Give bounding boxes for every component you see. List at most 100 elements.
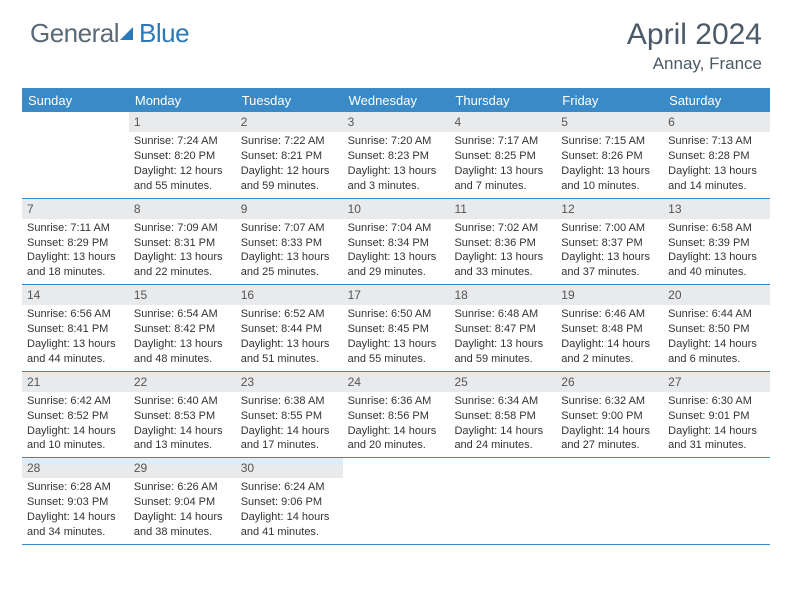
sunrise-line: Sunrise: 7:00 AM [561,221,658,236]
day-number: 17 [343,285,450,305]
day-cell: 26Sunrise: 6:32 AMSunset: 9:00 PMDayligh… [556,372,663,458]
sunset-line: Sunset: 8:48 PM [561,322,658,337]
day-body: Sunrise: 7:24 AMSunset: 8:20 PMDaylight:… [129,132,236,197]
day-cell: 17Sunrise: 6:50 AMSunset: 8:45 PMDayligh… [343,285,450,371]
day-cell: 15Sunrise: 6:54 AMSunset: 8:42 PMDayligh… [129,285,236,371]
sunrise-line: Sunrise: 6:24 AM [241,480,338,495]
day-body: Sunrise: 6:44 AMSunset: 8:50 PMDaylight:… [663,305,770,370]
sunrise-line: Sunrise: 7:22 AM [241,134,338,149]
day-number: 22 [129,372,236,392]
day-body: Sunrise: 7:17 AMSunset: 8:25 PMDaylight:… [449,132,556,197]
week-row: 1Sunrise: 7:24 AMSunset: 8:20 PMDaylight… [22,112,770,199]
day-number: 26 [556,372,663,392]
sunrise-line: Sunrise: 7:20 AM [348,134,445,149]
day-number: 8 [129,199,236,219]
sunrise-line: Sunrise: 6:34 AM [454,394,551,409]
weekday-header: Monday [129,90,236,112]
day-number: 11 [449,199,556,219]
day-body: Sunrise: 6:36 AMSunset: 8:56 PMDaylight:… [343,392,450,457]
daylight-line: Daylight: 13 hours and 48 minutes. [134,337,231,367]
sunrise-line: Sunrise: 6:58 AM [668,221,765,236]
day-body: Sunrise: 6:40 AMSunset: 8:53 PMDaylight:… [129,392,236,457]
sunset-line: Sunset: 8:31 PM [134,236,231,251]
day-number: 15 [129,285,236,305]
day-body: Sunrise: 6:26 AMSunset: 9:04 PMDaylight:… [129,478,236,543]
brand-text: GeneralBlue [30,18,189,51]
day-cell [556,458,663,544]
day-body: Sunrise: 7:15 AMSunset: 8:26 PMDaylight:… [556,132,663,197]
brand-part2: Blue [139,18,189,48]
daylight-line: Daylight: 14 hours and 27 minutes. [561,424,658,454]
sunset-line: Sunset: 8:44 PM [241,322,338,337]
day-number: 29 [129,458,236,478]
day-number: 13 [663,199,770,219]
day-number: 10 [343,199,450,219]
sunset-line: Sunset: 8:37 PM [561,236,658,251]
sunrise-line: Sunrise: 6:56 AM [27,307,124,322]
sunrise-line: Sunrise: 6:38 AM [241,394,338,409]
daylight-line: Daylight: 14 hours and 20 minutes. [348,424,445,454]
day-body: Sunrise: 6:56 AMSunset: 8:41 PMDaylight:… [22,305,129,370]
day-cell [343,458,450,544]
sunset-line: Sunset: 8:21 PM [241,149,338,164]
daylight-line: Daylight: 14 hours and 31 minutes. [668,424,765,454]
day-body: Sunrise: 7:09 AMSunset: 8:31 PMDaylight:… [129,219,236,284]
day-cell: 6Sunrise: 7:13 AMSunset: 8:28 PMDaylight… [663,112,770,198]
day-number: 2 [236,112,343,132]
day-body: Sunrise: 6:58 AMSunset: 8:39 PMDaylight:… [663,219,770,284]
day-number: 4 [449,112,556,132]
daylight-line: Daylight: 13 hours and 7 minutes. [454,164,551,194]
day-number: 19 [556,285,663,305]
day-cell [663,458,770,544]
sunset-line: Sunset: 8:20 PM [134,149,231,164]
day-body: Sunrise: 7:00 AMSunset: 8:37 PMDaylight:… [556,219,663,284]
sunset-line: Sunset: 8:25 PM [454,149,551,164]
sunset-line: Sunset: 8:56 PM [348,409,445,424]
day-number: 9 [236,199,343,219]
daylight-line: Daylight: 14 hours and 6 minutes. [668,337,765,367]
daylight-line: Daylight: 14 hours and 24 minutes. [454,424,551,454]
sunrise-line: Sunrise: 6:44 AM [668,307,765,322]
day-cell: 21Sunrise: 6:42 AMSunset: 8:52 PMDayligh… [22,372,129,458]
weekday-header: Friday [556,90,663,112]
day-cell: 14Sunrise: 6:56 AMSunset: 8:41 PMDayligh… [22,285,129,371]
sunset-line: Sunset: 8:33 PM [241,236,338,251]
sunset-line: Sunset: 8:29 PM [27,236,124,251]
day-body: Sunrise: 7:20 AMSunset: 8:23 PMDaylight:… [343,132,450,197]
day-number: 25 [449,372,556,392]
sunset-line: Sunset: 9:00 PM [561,409,658,424]
sunset-line: Sunset: 8:45 PM [348,322,445,337]
day-number: 16 [236,285,343,305]
sunset-line: Sunset: 8:52 PM [27,409,124,424]
daylight-line: Daylight: 14 hours and 10 minutes. [27,424,124,454]
day-cell: 29Sunrise: 6:26 AMSunset: 9:04 PMDayligh… [129,458,236,544]
sunrise-line: Sunrise: 6:28 AM [27,480,124,495]
title-block: April 2024 Annay, France [627,18,762,74]
day-body: Sunrise: 6:32 AMSunset: 9:00 PMDaylight:… [556,392,663,457]
week-row: 14Sunrise: 6:56 AMSunset: 8:41 PMDayligh… [22,285,770,372]
daylight-line: Daylight: 13 hours and 55 minutes. [348,337,445,367]
day-body: Sunrise: 6:54 AMSunset: 8:42 PMDaylight:… [129,305,236,370]
day-cell: 25Sunrise: 6:34 AMSunset: 8:58 PMDayligh… [449,372,556,458]
daylight-line: Daylight: 13 hours and 10 minutes. [561,164,658,194]
day-cell: 28Sunrise: 6:28 AMSunset: 9:03 PMDayligh… [22,458,129,544]
day-cell: 27Sunrise: 6:30 AMSunset: 9:01 PMDayligh… [663,372,770,458]
sunset-line: Sunset: 9:01 PM [668,409,765,424]
sunrise-line: Sunrise: 7:15 AM [561,134,658,149]
daylight-line: Daylight: 13 hours and 22 minutes. [134,250,231,280]
day-cell: 23Sunrise: 6:38 AMSunset: 8:55 PMDayligh… [236,372,343,458]
sunset-line: Sunset: 9:03 PM [27,495,124,510]
day-cell: 10Sunrise: 7:04 AMSunset: 8:34 PMDayligh… [343,199,450,285]
day-cell: 19Sunrise: 6:46 AMSunset: 8:48 PMDayligh… [556,285,663,371]
day-number: 24 [343,372,450,392]
daylight-line: Daylight: 13 hours and 25 minutes. [241,250,338,280]
day-number: 6 [663,112,770,132]
day-cell: 13Sunrise: 6:58 AMSunset: 8:39 PMDayligh… [663,199,770,285]
daylight-line: Daylight: 13 hours and 33 minutes. [454,250,551,280]
day-body: Sunrise: 7:02 AMSunset: 8:36 PMDaylight:… [449,219,556,284]
brand-sail-icon [117,20,137,51]
sunset-line: Sunset: 8:47 PM [454,322,551,337]
sunset-line: Sunset: 8:50 PM [668,322,765,337]
day-body: Sunrise: 6:38 AMSunset: 8:55 PMDaylight:… [236,392,343,457]
day-body: Sunrise: 6:28 AMSunset: 9:03 PMDaylight:… [22,478,129,543]
